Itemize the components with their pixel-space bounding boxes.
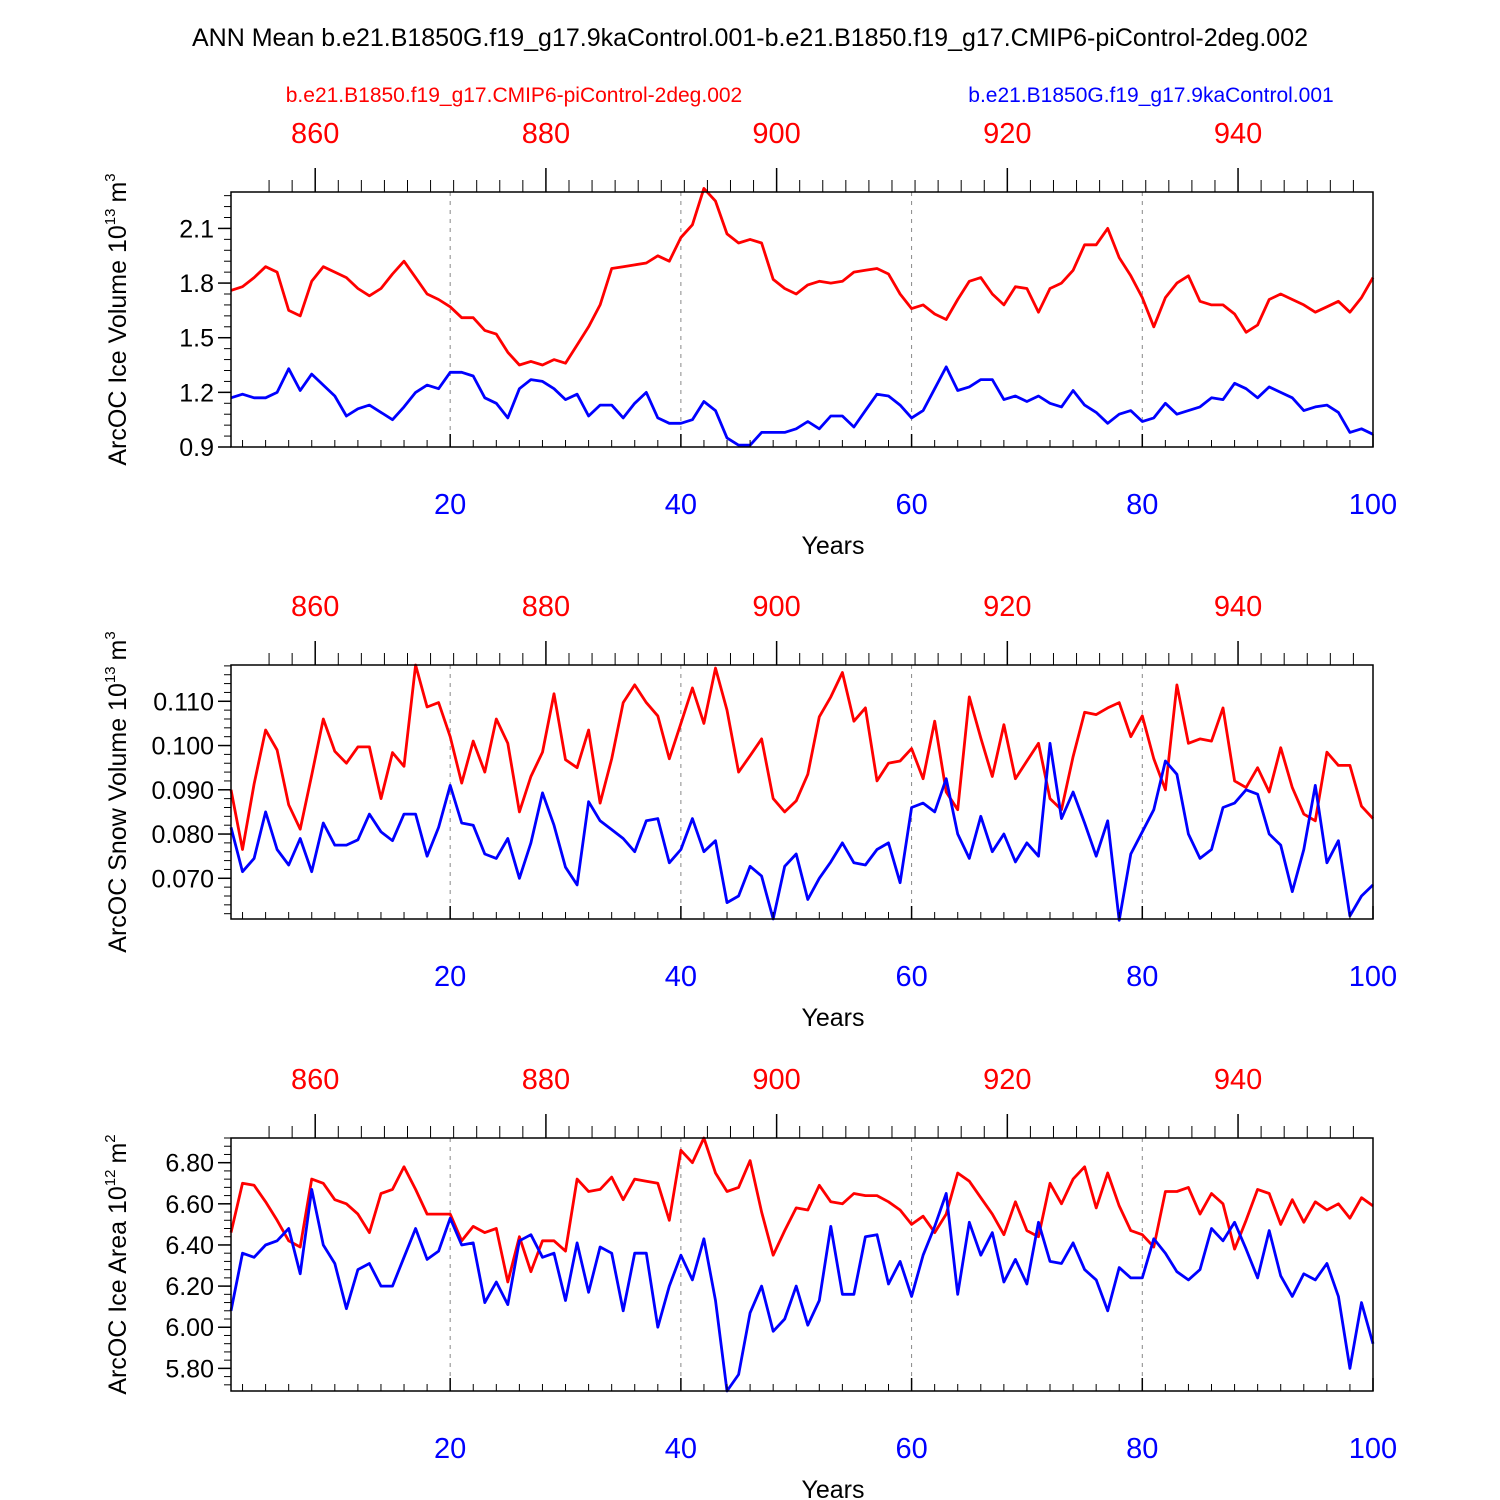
y-tick-label: 1.5	[179, 325, 214, 353]
top-tick-label: 920	[983, 1064, 1031, 1096]
y-tick-label: 6.80	[165, 1150, 214, 1178]
y-tick-label: 0.080	[151, 821, 214, 849]
x-tick-label: 40	[665, 489, 697, 521]
top-tick-label: 940	[1214, 591, 1262, 623]
top-tick-label: 860	[291, 1064, 339, 1096]
top-tick-label: 860	[291, 591, 339, 623]
x-tick-label: 20	[434, 961, 466, 993]
x-axis-label: Years	[801, 1476, 864, 1500]
y-tick-label: 0.9	[179, 434, 214, 462]
x-axis-label: Years	[801, 532, 864, 560]
chart-title: ANN Mean b.e21.B1850G.f19_g17.9kaControl…	[192, 24, 1308, 52]
y-tick-label: 1.8	[179, 270, 214, 298]
x-tick-label: 80	[1126, 1433, 1158, 1465]
y-axis-label-exp: 13	[102, 209, 119, 226]
panel-1: 0.9 1.2 1.5 1.8 2.1 20 40 60 80 100 860 880 900 920 94…	[102, 118, 1397, 560]
x-axis-label: Years	[801, 1004, 864, 1032]
y-axis-label-main: ArcOC Ice Volume 10	[104, 225, 132, 465]
y-axis-label-unit: m	[104, 640, 132, 661]
x-tick-label: 20	[434, 1433, 466, 1465]
x-tick-label: 100	[1349, 961, 1397, 993]
y-axis-label-unit-exp: 3	[102, 173, 119, 181]
top-tick-label: 900	[752, 1064, 800, 1096]
y-tick-label: 0.070	[151, 865, 214, 893]
x-tick-label: 100	[1349, 489, 1397, 521]
y-tick-label: 0.110	[153, 688, 214, 716]
plot-frame	[230, 191, 1374, 448]
top-tick-label: 920	[983, 591, 1031, 623]
series-line-red	[229, 663, 1375, 851]
y-axis-label-exp: 12	[102, 1170, 119, 1187]
y-tick-label: 6.00	[165, 1314, 214, 1342]
y-tick-label: 6.20	[165, 1273, 214, 1301]
y-tick-label: 0.090	[151, 777, 214, 805]
y-axis-label-unit-exp: 2	[102, 1134, 119, 1142]
y-axis-label-exp: 13	[102, 666, 119, 683]
y-axis-label-unit: m	[104, 182, 132, 203]
x-tick-label: 60	[895, 489, 927, 521]
y-axis-label: ArcOC Snow Volume 1013 m3	[102, 631, 132, 952]
top-tick-label: 880	[522, 1064, 570, 1096]
panel-2: 0.070 0.080 0.090 0.100 0.110 20 40 60 80 100 860 8…	[102, 591, 1397, 1032]
series-line-blue	[230, 365, 1374, 447]
panels: 0.9 1.2 1.5 1.8 2.1 20 40 60 80 100 860 880 900 920 94…	[102, 118, 1397, 1500]
x-tick-label: 100	[1349, 1433, 1397, 1465]
y-axis-label-unit: m	[104, 1143, 132, 1164]
x-tick-label: 40	[665, 1433, 697, 1465]
legend-blue-label: b.e21.B1850G.f19_g17.9kaControl.001	[968, 84, 1333, 107]
plot-frame	[230, 664, 1374, 920]
x-tick-label: 20	[434, 489, 466, 521]
y-tick-label: 6.40	[165, 1232, 214, 1260]
top-tick-label: 920	[983, 118, 1031, 150]
y-tick-label: 1.2	[179, 379, 214, 407]
y-axis-label-main: ArcOC Ice Area 10	[104, 1186, 132, 1394]
x-tick-label: 80	[1126, 489, 1158, 521]
top-tick-label: 940	[1214, 1064, 1262, 1096]
x-tick-label: 60	[895, 1433, 927, 1465]
series-line-red	[230, 186, 1375, 367]
y-axis-label: ArcOC Ice Area 1012 m2	[102, 1134, 132, 1394]
x-tick-label: 60	[895, 961, 927, 993]
legend-red-label: b.e21.B1850.f19_g17.CMIP6-piControl-2deg…	[286, 84, 742, 107]
panel-3: 5.80 6.00 6.20 6.40 6.60 6.80 20 40 60 80 100 860 88…	[102, 1064, 1397, 1500]
top-tick-label: 900	[752, 118, 800, 150]
y-tick-label: 6.60	[165, 1191, 214, 1219]
x-tick-label: 40	[665, 961, 697, 993]
x-tick-label: 80	[1126, 961, 1158, 993]
series-line-red	[229, 1136, 1374, 1284]
top-tick-label: 940	[1214, 118, 1262, 150]
y-tick-label: 2.1	[179, 215, 214, 243]
top-tick-label: 860	[291, 118, 339, 150]
top-tick-label: 880	[522, 591, 570, 623]
y-axis-label: ArcOC Ice Volume 1013 m3	[102, 173, 132, 465]
series-line-blue	[229, 1188, 1375, 1393]
top-tick-label: 880	[522, 118, 570, 150]
y-axis-label-unit-exp: 3	[102, 631, 119, 639]
y-axis-label-main: ArcOC Snow Volume 10	[104, 683, 132, 953]
y-tick-label: 0.100	[151, 733, 214, 761]
y-tick-label: 5.80	[165, 1355, 214, 1383]
series-line-blue	[229, 741, 1374, 922]
top-tick-label: 900	[752, 591, 800, 623]
plot-frame	[230, 1137, 1374, 1392]
